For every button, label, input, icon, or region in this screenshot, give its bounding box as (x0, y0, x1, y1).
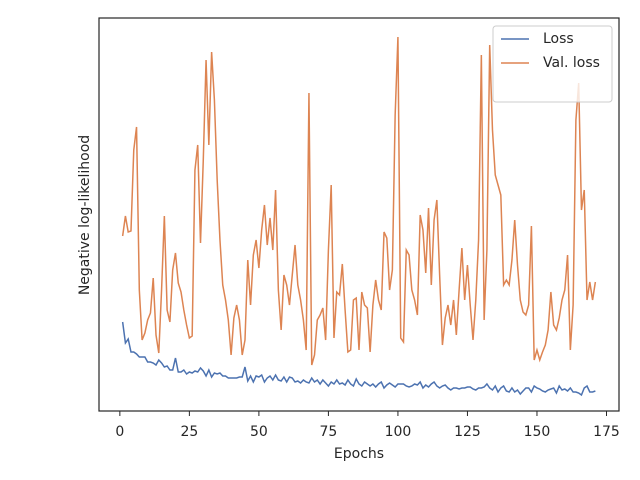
series-line (121, 36, 597, 366)
series-line (121, 321, 596, 397)
legend-box (492, 25, 613, 103)
legend: Loss Val. loss (492, 25, 613, 103)
x-tick-label: 125 (454, 424, 481, 440)
axes-frame (98, 17, 620, 412)
x-tick-label: 75 (319, 424, 337, 440)
y-axis-label: Negative log-likelihood (77, 135, 93, 295)
legend-label: Loss (543, 31, 574, 47)
x-tick-label: 150 (524, 424, 551, 440)
x-tick-label: 0 (115, 424, 124, 440)
x-tick-label: 100 (385, 424, 412, 440)
x-axis-label: Epochs (334, 446, 384, 462)
x-tick-label: 175 (593, 424, 620, 440)
x-tick-label: 50 (250, 424, 268, 440)
x-tick-label: 25 (180, 424, 198, 440)
legend-label: Val. loss (543, 55, 600, 71)
